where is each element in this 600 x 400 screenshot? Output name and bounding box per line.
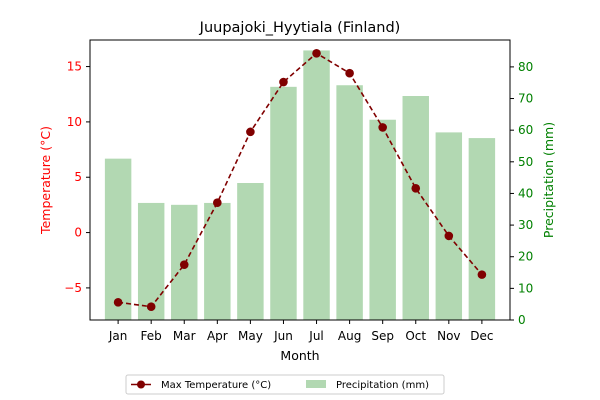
precip-bar-jul: [303, 50, 330, 321]
temperature-series-line: [118, 52, 483, 308]
x-tick-label: May: [238, 329, 263, 343]
precip-bar-jan: [104, 158, 132, 320]
temp-point-apr: [213, 198, 222, 207]
y-right-tick-label: 40: [518, 186, 533, 200]
x-axis-label: Month: [280, 348, 319, 363]
precip-bar-apr: [204, 202, 231, 320]
legend-label-temperature: Max Temperature (°C): [161, 380, 271, 391]
temp-point-jun: [279, 77, 288, 87]
x-tick-label: Aug: [338, 329, 361, 343]
precip-bar-may: [237, 183, 264, 320]
precip-bar-jun: [270, 86, 297, 320]
x-tick-label: Sep: [371, 329, 394, 343]
y-axis-label-left: Temperature (°C): [38, 126, 53, 235]
temp-point-sep: [378, 123, 387, 132]
temp-point-feb: [146, 302, 156, 312]
legend-bar-swatch: [306, 380, 326, 388]
x-tick-label: Jul: [308, 329, 323, 343]
temperature-line: [113, 48, 487, 312]
precip-bar-dec: [468, 138, 496, 320]
y-right-tick-label: 70: [518, 92, 533, 106]
legend-label-precipitation: Precipitation (mm): [336, 380, 429, 391]
axes: Jan Feb Mar Apr May Jun Jul Aug Sep Oct Nov Dec −5 0 5…: [64, 39, 533, 343]
x-tick-label: Nov: [437, 329, 460, 343]
temp-point-aug: [345, 68, 354, 78]
legend-marker-swatch: [137, 380, 145, 389]
x-tick-label: Mar: [173, 329, 196, 343]
temp-point-nov: [444, 231, 454, 241]
y-left-tick-label: 15: [67, 60, 82, 74]
precip-bar-sep: [369, 119, 396, 320]
y-right-tick-label: 10: [518, 281, 533, 295]
x-tick-label: Jun: [273, 329, 293, 343]
x-tick-label: Feb: [141, 329, 162, 343]
x-tick-label: Apr: [207, 329, 228, 343]
precip-bar-nov: [435, 132, 463, 320]
precip-bar-oct: [402, 96, 429, 320]
y-left-tick-label: 5: [74, 170, 82, 184]
temp-point-may: [246, 127, 255, 137]
precip-bar-aug: [336, 85, 363, 320]
y-right-tick-label: 50: [518, 155, 533, 169]
temp-point-jul: [312, 48, 321, 58]
y-left-tick-label: −5: [64, 281, 82, 295]
y-left-tick-label: 0: [74, 226, 82, 240]
x-tick-label: Jan: [108, 329, 128, 343]
y-right-tick-label: 0: [518, 313, 526, 327]
legend-frame: [125, 374, 445, 395]
y-right-tick-label: 80: [518, 60, 533, 74]
chart-title: Juupajoki_Hyytiala (Finland): [199, 20, 401, 36]
y-right-tick-label: 30: [518, 218, 533, 232]
y-right-tick-label: 60: [518, 123, 533, 137]
legend: Max Temperature (°C) Precipitation (mm): [125, 374, 445, 395]
precip-bar-feb: [137, 202, 165, 320]
y-right-tick-label: 20: [518, 250, 533, 264]
precipitation-bars: [104, 50, 496, 321]
x-tick-label: Dec: [470, 329, 493, 343]
plot-frame: [89, 39, 511, 321]
temp-point-dec: [477, 270, 487, 279]
y-left-tick-label: 10: [67, 115, 82, 129]
temp-point-mar: [179, 260, 189, 269]
temp-point-oct: [411, 184, 421, 193]
temp-point-jan: [113, 297, 123, 307]
x-tick-label: Oct: [405, 329, 426, 343]
y-axis-label-right: Precipitation (mm): [541, 122, 556, 238]
